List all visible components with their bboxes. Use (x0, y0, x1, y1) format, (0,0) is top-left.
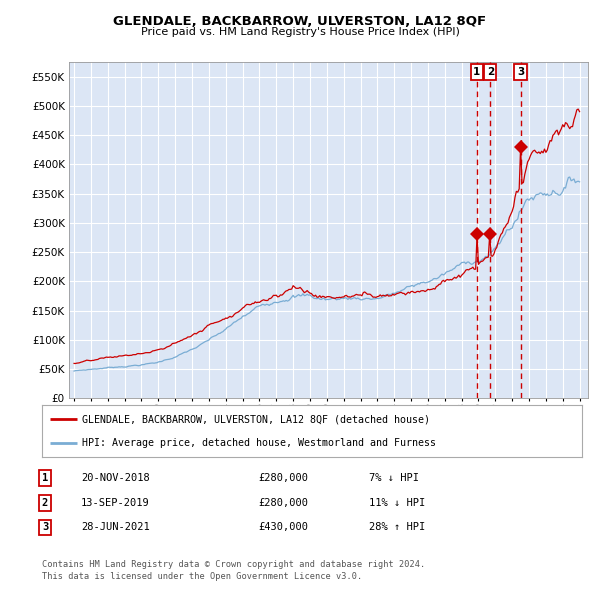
Text: 1: 1 (42, 473, 48, 483)
Text: 28-JUN-2021: 28-JUN-2021 (81, 523, 150, 532)
Text: 13-SEP-2019: 13-SEP-2019 (81, 498, 150, 507)
Text: 7% ↓ HPI: 7% ↓ HPI (369, 473, 419, 483)
Text: 1: 1 (473, 67, 481, 77)
Text: 3: 3 (42, 523, 48, 532)
Text: £280,000: £280,000 (258, 498, 308, 507)
Text: HPI: Average price, detached house, Westmorland and Furness: HPI: Average price, detached house, West… (83, 438, 437, 448)
Text: Price paid vs. HM Land Registry's House Price Index (HPI): Price paid vs. HM Land Registry's House … (140, 27, 460, 37)
Text: 11% ↓ HPI: 11% ↓ HPI (369, 498, 425, 507)
Text: 3: 3 (517, 67, 524, 77)
Text: GLENDALE, BACKBARROW, ULVERSTON, LA12 8QF: GLENDALE, BACKBARROW, ULVERSTON, LA12 8Q… (113, 15, 487, 28)
Text: 28% ↑ HPI: 28% ↑ HPI (369, 523, 425, 532)
Text: £430,000: £430,000 (258, 523, 308, 532)
Text: £280,000: £280,000 (258, 473, 308, 483)
Text: Contains HM Land Registry data © Crown copyright and database right 2024.
This d: Contains HM Land Registry data © Crown c… (42, 560, 425, 581)
Text: GLENDALE, BACKBARROW, ULVERSTON, LA12 8QF (detached house): GLENDALE, BACKBARROW, ULVERSTON, LA12 8Q… (83, 414, 431, 424)
Text: 20-NOV-2018: 20-NOV-2018 (81, 473, 150, 483)
Text: 2: 2 (487, 67, 494, 77)
Text: 2: 2 (42, 498, 48, 507)
